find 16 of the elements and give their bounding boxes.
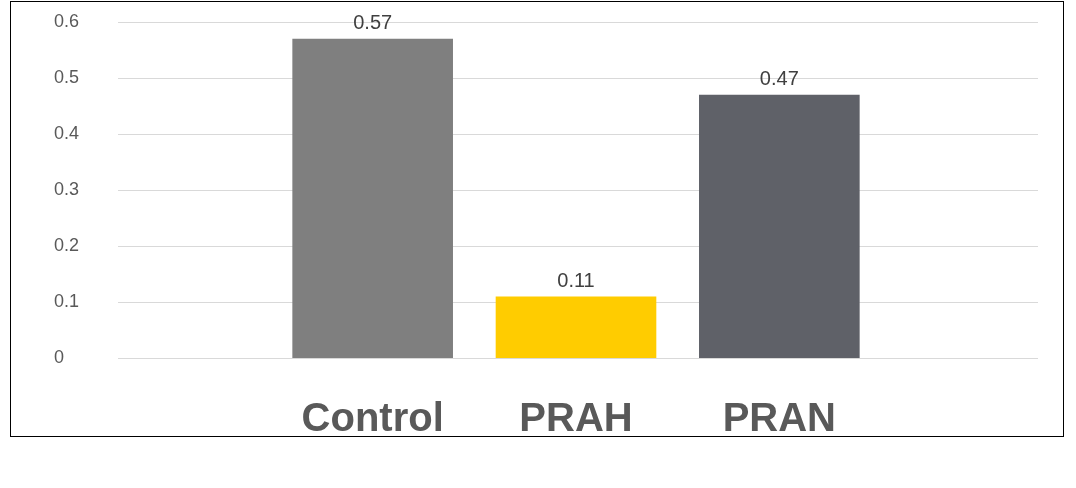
bar bbox=[292, 38, 453, 358]
y-tick-label: 0 bbox=[54, 346, 65, 367]
bar bbox=[699, 94, 860, 358]
x-tick-label: Control bbox=[301, 395, 444, 440]
y-tick-label: 0.3 bbox=[54, 178, 80, 199]
y-tick-label: 0.2 bbox=[54, 234, 80, 255]
data-label: 0.47 bbox=[759, 67, 799, 90]
y-tick-label: 0.5 bbox=[54, 66, 80, 87]
data-label: 0.57 bbox=[353, 11, 393, 34]
y-tick-label: 0.1 bbox=[54, 290, 80, 311]
x-tick-label: PRAN bbox=[722, 395, 837, 440]
data-label: 0.11 bbox=[557, 268, 595, 291]
y-tick-label: 0.4 bbox=[54, 122, 80, 143]
bar bbox=[495, 296, 657, 358]
y-tick-label: 0.6 bbox=[54, 10, 80, 31]
x-tick-label: PRAH bbox=[519, 395, 633, 440]
